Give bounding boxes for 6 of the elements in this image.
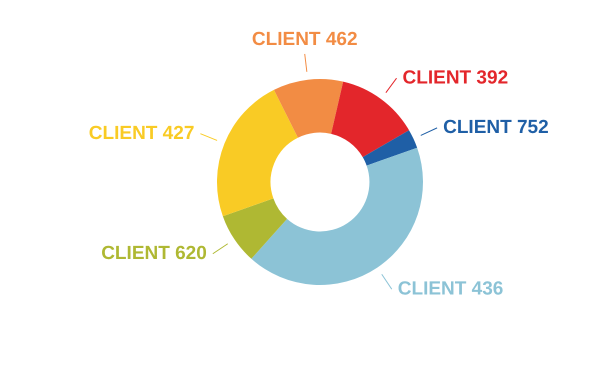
slice-label: CLIENT 427 xyxy=(88,122,194,144)
slice-label: CLIENT 462 xyxy=(252,29,358,50)
slice-label: CLIENT 392 xyxy=(402,67,508,88)
slice-label: CLIENT 752 xyxy=(443,117,549,138)
slice-label: CLIENT 436 xyxy=(398,278,504,300)
slice-label: CLIENT 620 xyxy=(101,242,207,264)
